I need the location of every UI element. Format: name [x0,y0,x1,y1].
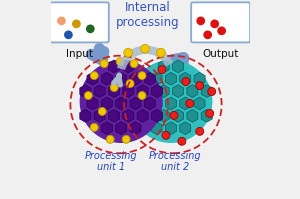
Circle shape [124,48,133,57]
Circle shape [196,82,204,90]
Circle shape [141,44,149,53]
Circle shape [158,66,166,74]
Circle shape [86,24,95,33]
Circle shape [116,58,124,66]
Circle shape [126,80,134,88]
Circle shape [186,100,194,107]
Text: Internal
processing: Internal processing [116,1,180,29]
Text: Processing
unit 2: Processing unit 2 [148,150,201,172]
Circle shape [138,72,146,80]
Circle shape [196,127,204,135]
Circle shape [178,137,186,145]
Text: Input: Input [66,49,93,59]
Circle shape [182,78,190,86]
Circle shape [84,92,92,100]
Circle shape [106,135,114,143]
Text: Processing
unit 1: Processing unit 1 [85,150,137,172]
Circle shape [210,20,219,28]
Circle shape [162,131,170,139]
Circle shape [203,30,212,39]
Circle shape [196,17,205,25]
Circle shape [57,17,66,25]
Circle shape [64,30,73,39]
Circle shape [138,92,146,100]
Circle shape [90,123,98,131]
Circle shape [157,48,165,57]
Circle shape [100,60,108,68]
FancyBboxPatch shape [50,2,109,42]
Circle shape [206,109,214,117]
Text: Output: Output [202,49,239,59]
FancyBboxPatch shape [191,2,250,42]
Circle shape [208,88,216,96]
Circle shape [98,107,106,115]
Circle shape [72,20,81,28]
Circle shape [110,84,118,92]
Circle shape [122,135,130,143]
Circle shape [130,60,138,68]
Circle shape [170,111,178,119]
Circle shape [90,72,98,80]
Circle shape [217,26,226,35]
Circle shape [80,61,162,142]
Circle shape [130,61,212,142]
